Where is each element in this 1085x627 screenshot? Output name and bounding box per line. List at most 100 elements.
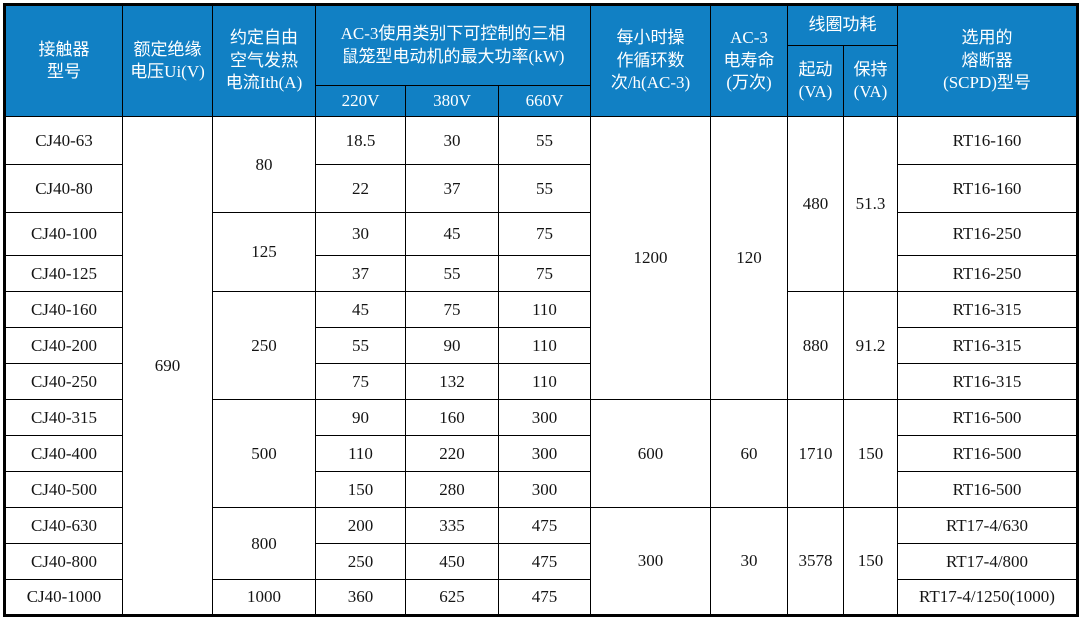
- cell-life: 120: [710, 116, 788, 400]
- cell-fuse: RT16-250: [897, 255, 1078, 292]
- cell-model: CJ40-80: [4, 164, 123, 213]
- cell-kw-380: 220: [405, 435, 499, 472]
- header-contactor-model: 接触器 型号: [4, 4, 123, 117]
- cell-kw-660: 55: [498, 116, 591, 165]
- cell-ith: 80: [212, 116, 316, 213]
- table-row: CJ40-400 110 220 300 RT16-500: [4, 435, 1078, 472]
- cell-fuse: RT16-160: [897, 116, 1078, 165]
- cell-kw-380: 160: [405, 399, 499, 436]
- header-operating-cycles: 每小时操 作循环数 次/h(AC-3): [590, 4, 711, 117]
- cell-kw-220: 18.5: [315, 116, 406, 165]
- cell-kw-380: 335: [405, 507, 499, 544]
- header-row-3: 220V 380V 660V: [5, 85, 1078, 117]
- cell-kw-220: 250: [315, 543, 406, 580]
- cell-kw-660: 110: [498, 291, 591, 328]
- cell-hold-va: 51.3: [843, 116, 898, 292]
- table-row: CJ40-500 150 280 300 RT16-500: [4, 471, 1078, 508]
- cell-model: CJ40-250: [4, 363, 123, 400]
- cell-kw-660: 75: [498, 255, 591, 292]
- cell-kw-220: 200: [315, 507, 406, 544]
- cell-model: CJ40-630: [4, 507, 123, 544]
- cell-kw-380: 280: [405, 471, 499, 508]
- contactor-spec-table: 接触器 型号 额定绝缘 电压Ui(V) 约定自由 空气发热 电流Ith(A) A…: [3, 3, 1079, 617]
- cell-kw-660: 300: [498, 471, 591, 508]
- cell-kw-220: 90: [315, 399, 406, 436]
- cell-kw-220: 55: [315, 327, 406, 364]
- cell-hold-va: 91.2: [843, 291, 898, 400]
- table-row: CJ40-160 250 45 75 110 880 91.2 RT16-315: [4, 291, 1078, 400]
- cell-fuse: RT17-4/630: [897, 507, 1078, 544]
- cell-fuse: RT16-315: [897, 327, 1078, 364]
- cell-fuse: RT17-4/800: [897, 543, 1078, 580]
- cell-kw-380: 90: [405, 327, 499, 364]
- table-header: 接触器 型号 额定绝缘 电压Ui(V) 约定自由 空气发热 电流Ith(A) A…: [4, 4, 1078, 117]
- cell-kw-220: 75: [315, 363, 406, 400]
- table-row: CJ40-80 22 37 55 RT16-160: [4, 164, 1078, 213]
- cell-start-va: 3578: [787, 507, 844, 616]
- table-row: CJ40-800 250 450 475 RT17-4/800: [4, 543, 1078, 580]
- table-row: CJ40-630 800 200 335 475 300 30 3578 150…: [4, 507, 1078, 616]
- cell-kw-380: 30: [405, 116, 499, 165]
- cell-kw-660: 475: [498, 543, 591, 580]
- cell-kw-660: 300: [498, 435, 591, 472]
- cell-fuse: RT16-500: [897, 399, 1078, 436]
- cell-kw-660: 475: [498, 579, 591, 616]
- table-row: CJ40-63 690 80 18.5 30 55 1200 120 480 5…: [4, 116, 1078, 616]
- header-ac3-max-power-group: AC-3使用类别下可控制的三相 鼠笼型电动机的最大功率(kW): [315, 4, 591, 86]
- cell-start-va: 880: [787, 291, 844, 400]
- header-660v: 660V: [498, 85, 591, 117]
- cell-kw-660: 75: [498, 212, 591, 256]
- cell-model: CJ40-160: [4, 291, 123, 328]
- cell-model: CJ40-500: [4, 471, 123, 508]
- cell-ith: 800: [212, 507, 316, 580]
- table-row: CJ40-315 500 90 160 300 600 60 1710 150 …: [4, 399, 1078, 508]
- header-coil-consumption-group: 线圈功耗: [787, 4, 898, 46]
- cell-life: 60: [710, 399, 788, 508]
- cell-hold-va: 150: [843, 399, 898, 508]
- cell-hold-va: 150: [843, 507, 898, 616]
- table-row: CJ40-200 55 90 110 RT16-315: [4, 327, 1078, 364]
- cell-model: CJ40-315: [4, 399, 123, 436]
- cell-ith: 500: [212, 399, 316, 508]
- cell-kw-220: 22: [315, 164, 406, 213]
- cell-fuse: RT16-500: [897, 435, 1078, 472]
- cell-model: CJ40-1000: [4, 579, 123, 616]
- header-start-va: 起动 (VA): [787, 45, 844, 117]
- cell-cycles: 1200: [590, 116, 711, 400]
- cell-ith: 250: [212, 291, 316, 400]
- header-row-2: 起动 (VA) 保持 (VA): [5, 45, 1078, 117]
- cell-fuse: RT16-500: [897, 471, 1078, 508]
- cell-kw-220: 110: [315, 435, 406, 472]
- cell-fuse: RT16-315: [897, 291, 1078, 328]
- cell-kw-380: 55: [405, 255, 499, 292]
- cell-ith: 125: [212, 212, 316, 292]
- table-row: CJ40-100 125 30 45 75 RT16-250: [4, 212, 1078, 292]
- cell-cycles: 600: [590, 399, 711, 508]
- cell-kw-380: 75: [405, 291, 499, 328]
- header-row-1: 接触器 型号 额定绝缘 电压Ui(V) 约定自由 空气发热 电流Ith(A) A…: [4, 4, 1078, 117]
- cell-kw-220: 37: [315, 255, 406, 292]
- cell-kw-220: 45: [315, 291, 406, 328]
- cell-life: 30: [710, 507, 788, 616]
- cell-fuse: RT16-315: [897, 363, 1078, 400]
- cell-kw-380: 625: [405, 579, 499, 616]
- header-rated-insulation-voltage: 额定绝缘 电压Ui(V): [122, 4, 213, 117]
- header-thermal-current: 约定自由 空气发热 电流Ith(A): [212, 4, 316, 117]
- header-electrical-life: AC-3 电寿命 (万次): [710, 4, 788, 117]
- cell-kw-220: 150: [315, 471, 406, 508]
- table-row: CJ40-1000 1000 360 625 475 RT17-4/1250(1…: [4, 579, 1078, 616]
- cell-model: CJ40-63: [4, 116, 123, 165]
- cell-model: CJ40-125: [4, 255, 123, 292]
- cell-kw-220: 30: [315, 212, 406, 256]
- header-220v: 220V: [315, 85, 406, 117]
- cell-kw-660: 300: [498, 399, 591, 436]
- cell-model: CJ40-800: [4, 543, 123, 580]
- cell-model: CJ40-200: [4, 327, 123, 364]
- cell-kw-380: 45: [405, 212, 499, 256]
- cell-kw-380: 37: [405, 164, 499, 213]
- cell-ith: 1000: [212, 579, 316, 616]
- cell-fuse: RT16-160: [897, 164, 1078, 213]
- cell-model: CJ40-400: [4, 435, 123, 472]
- cell-kw-380: 132: [405, 363, 499, 400]
- cell-fuse: RT16-250: [897, 212, 1078, 256]
